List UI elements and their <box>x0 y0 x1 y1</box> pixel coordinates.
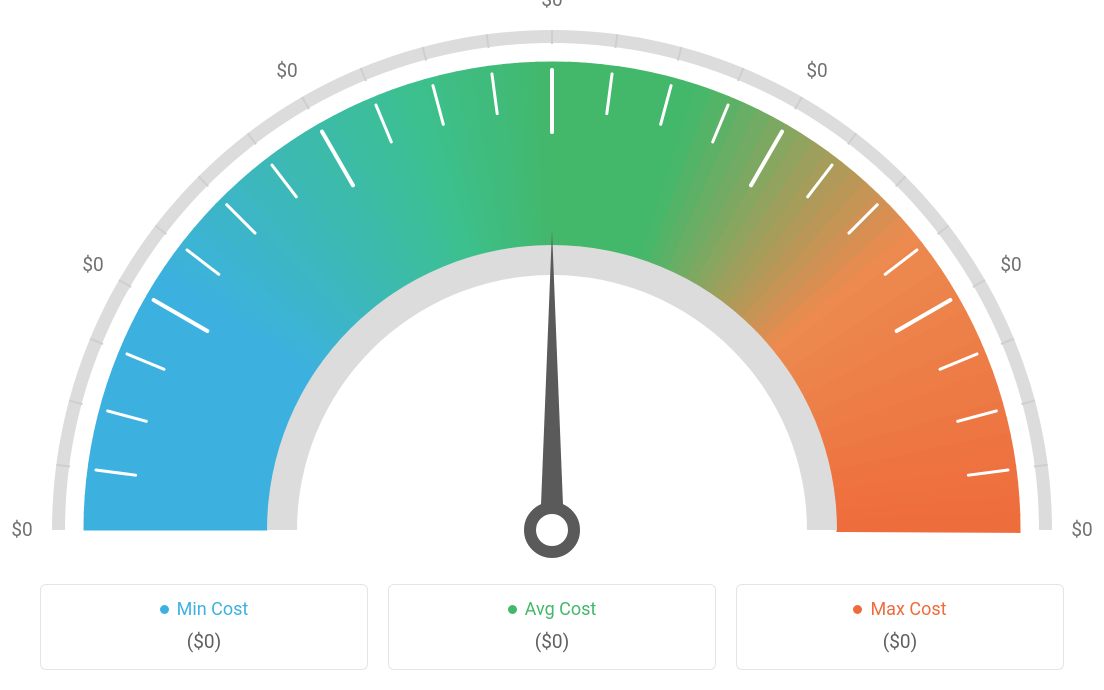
gauge-tick-label-5: $0 <box>1000 253 1021 276</box>
legend-box-min: Min Cost ($0) <box>40 584 368 670</box>
legend-label-text-avg: Avg Cost <box>525 599 597 620</box>
gauge-tick-label-3: $0 <box>541 0 562 11</box>
legend-label-avg: Avg Cost <box>508 599 597 620</box>
gauge-tick-label-1: $0 <box>82 253 103 276</box>
gauge-tick-label-6: $0 <box>1071 518 1092 541</box>
legend-dot-max <box>853 605 862 614</box>
legend-box-avg: Avg Cost ($0) <box>388 584 716 670</box>
legend-dot-avg <box>508 605 517 614</box>
legend-label-min: Min Cost <box>160 599 249 620</box>
legend-value-avg: ($0) <box>407 630 697 653</box>
legend-value-min: ($0) <box>59 630 349 653</box>
legend-value-max: ($0) <box>755 630 1045 653</box>
gauge-wrapper: $0 $0 $0 $0 $0 $0 $0 <box>0 0 1104 560</box>
legend-label-text-max: Max Cost <box>870 599 946 620</box>
legend-dot-min <box>160 605 169 614</box>
legend-label-text-min: Min Cost <box>177 599 249 620</box>
legend-label-max: Max Cost <box>853 599 946 620</box>
gauge-needle-hub <box>530 508 574 552</box>
gauge-tick-label-2: $0 <box>276 59 297 82</box>
gauge-chart-container: $0$0$0$0$0$0$0 Min Cost($0)Avg Cost($0)M… <box>0 0 1104 690</box>
gauge-tick-label-0: $0 <box>11 518 32 541</box>
legend-row: Min Cost ($0) Avg Cost ($0) Max Cost ($0) <box>40 584 1064 670</box>
gauge-svg: $0 $0 $0 $0 $0 $0 $0 <box>0 0 1104 570</box>
gauge-tick-label-4: $0 <box>806 59 827 82</box>
legend-box-max: Max Cost ($0) <box>736 584 1064 670</box>
